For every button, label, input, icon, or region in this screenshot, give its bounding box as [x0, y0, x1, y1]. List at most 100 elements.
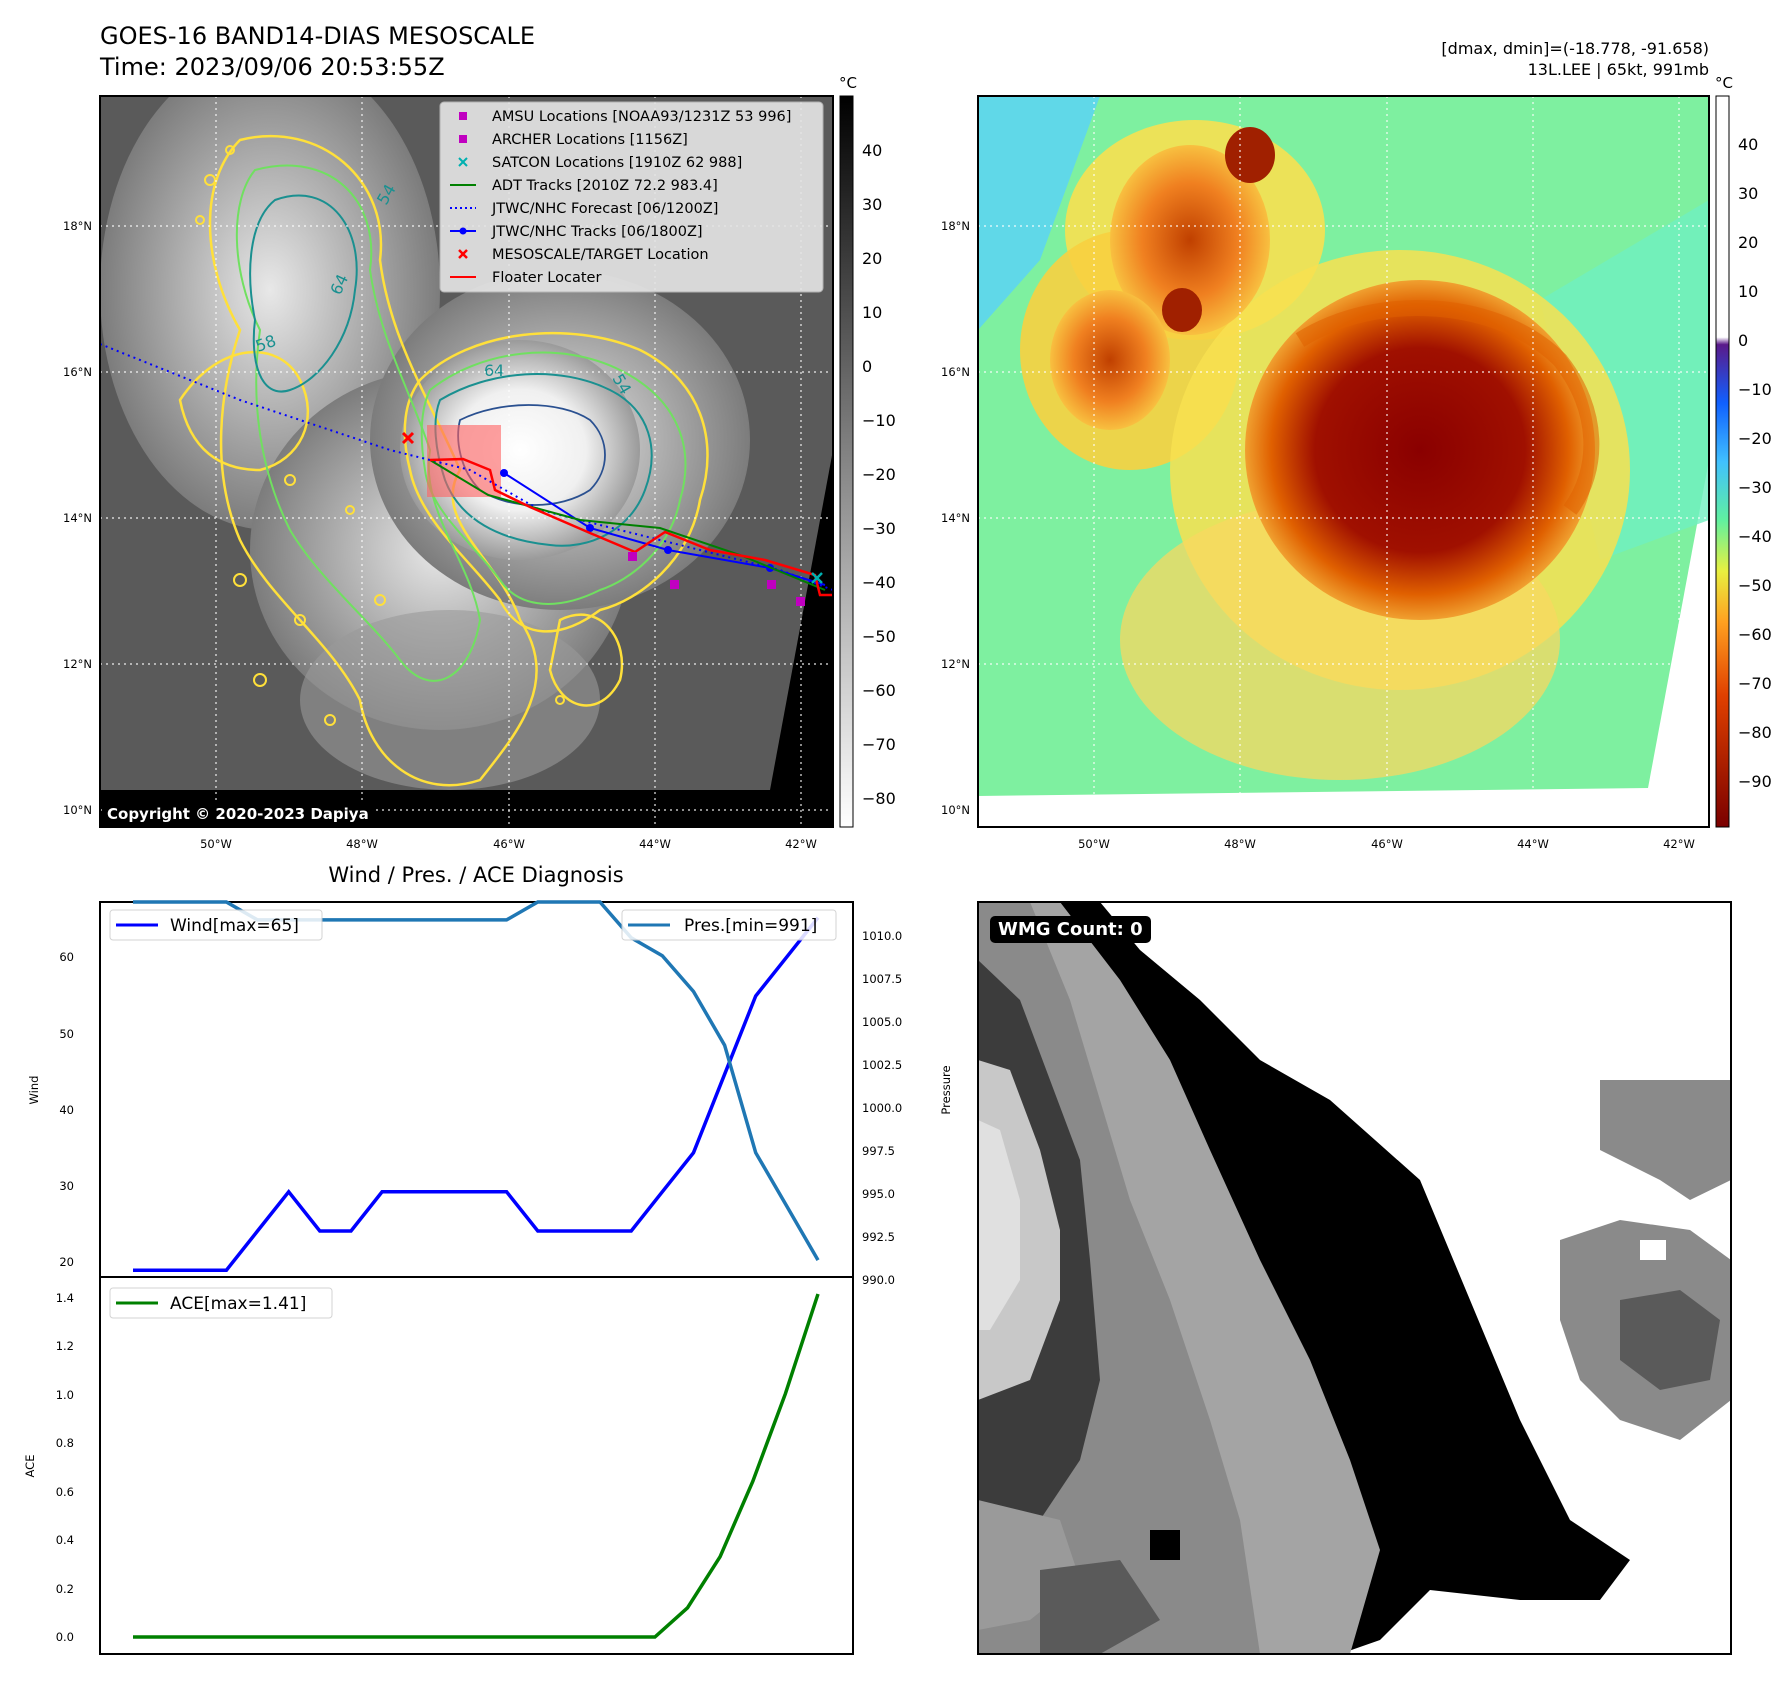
lon-tick: 42°W	[785, 837, 817, 851]
colorbar-tick: 30	[1738, 184, 1758, 203]
copyright-label: Copyright © 2020-2023 Dapiya	[102, 803, 374, 825]
ace-tick: 0.4	[56, 1533, 74, 1547]
colorbar-tick: −80	[862, 789, 896, 808]
legend-item: Floater Locater	[492, 270, 601, 286]
ace-tick: 1.2	[56, 1339, 74, 1353]
pressure-tick: 1000.0	[862, 1101, 902, 1115]
legend-item: ARCHER Locations [1156Z]	[492, 132, 688, 148]
wind-line	[133, 916, 820, 1272]
map2-axes: 18°N 16°N 14°N 12°N 10°N 50°W 48°W 46°W …	[941, 219, 1695, 851]
colorbar-tick: −40	[1738, 527, 1772, 546]
lon-tick: 48°W	[346, 837, 378, 851]
wmg-count-badge: WMG Count: 0	[990, 916, 1151, 943]
pressure-tick: 1007.5	[862, 972, 902, 986]
colorbar-tick: −10	[862, 411, 896, 430]
colorbar-unit: °C	[839, 74, 857, 92]
legend-item: MESOSCALE/TARGET Location	[492, 247, 709, 263]
ir-color-map	[977, 95, 1710, 828]
wind-tick: 30	[59, 1179, 74, 1193]
lon-tick: 50°W	[200, 837, 232, 851]
wind-ylabel: Wind	[27, 1076, 41, 1105]
wind-tick: 40	[59, 1103, 74, 1117]
grayscale-colorbar: °C 40 30 20 10 0 −10 −20 −30 −40 −50 −60…	[839, 74, 896, 828]
contour-label: 64	[484, 361, 504, 380]
colorbar-tick: −90	[1738, 772, 1772, 791]
wind-tick: 50	[59, 1027, 74, 1041]
ace-legend: ACE[max=1.41]	[170, 1294, 306, 1314]
storm-info-text: 13L.LEE | 65kt, 991mb	[1528, 60, 1709, 79]
colorbar-tick: −30	[862, 519, 896, 538]
diagnosis-title: Wind / Pres. / ACE Diagnosis	[328, 863, 623, 887]
dmax-dmin-text: [dmax, dmin]=(-18.778, -91.658)	[1441, 39, 1709, 58]
legend-item: SATCON Locations [1910Z 62 988]	[492, 155, 742, 171]
lat-tick: 16°N	[941, 365, 970, 379]
lon-tick: 46°W	[493, 837, 525, 851]
color-colorbar: °C 40 30 20 10 0 −10 −20 −30 −40 −50 −60…	[1715, 74, 1772, 828]
colorbar-tick: 10	[862, 303, 882, 322]
pressure-tick: 1002.5	[862, 1058, 902, 1072]
pressure-tick: 997.5	[862, 1144, 895, 1158]
ace-panel: ACE 1.4 1.2 1.0 0.8 0.6 0.4 0.2 0.0 ACE[…	[23, 1276, 854, 1655]
lat-tick: 16°N	[63, 365, 92, 379]
colorbar-tick: 20	[1738, 233, 1758, 252]
ace-ylabel: ACE	[23, 1455, 37, 1478]
ace-tick: 0.2	[56, 1582, 74, 1596]
pressure-tick: 1010.0	[862, 929, 902, 943]
ace-tick: 0.8	[56, 1436, 74, 1450]
lat-tick: 18°N	[941, 219, 970, 233]
colorbar-unit: °C	[1715, 74, 1733, 92]
legend-item: JTWC/NHC Forecast [06/1200Z]	[491, 201, 718, 217]
ace-tick: 0.6	[56, 1485, 74, 1499]
lat-tick: 12°N	[63, 657, 92, 671]
wind-legend: Wind[max=65]	[170, 916, 299, 936]
colorbar-tick: 40	[862, 141, 882, 160]
colorbar-tick: −50	[1738, 576, 1772, 595]
colorbar-tick: 0	[1738, 331, 1748, 350]
pressure-tick: 995.0	[862, 1187, 895, 1201]
pressure-tick: 1005.0	[862, 1015, 902, 1029]
lat-tick: 14°N	[941, 511, 970, 525]
ace-tick: 1.4	[56, 1291, 74, 1305]
pressure-tick: 990.0	[862, 1273, 895, 1287]
pressure-tick: 992.5	[862, 1230, 895, 1244]
colorbar-tick: −40	[862, 573, 896, 592]
legend-item: ADT Tracks [2010Z 72.2 983.4]	[492, 178, 718, 194]
lon-tick: 42°W	[1663, 837, 1695, 851]
pressure-legend: Pres.[min=991]	[684, 916, 817, 936]
colorbar-tick: −20	[1738, 429, 1772, 448]
colorbar-tick: 20	[862, 249, 882, 268]
colorbar-tick: −60	[862, 681, 896, 700]
lon-tick: 44°W	[639, 837, 671, 851]
wind-tick: 60	[59, 950, 74, 964]
colorbar-tick: 30	[862, 195, 882, 214]
colorbar-tick: 10	[1738, 282, 1758, 301]
lon-tick: 50°W	[1078, 837, 1110, 851]
legend-item: AMSU Locations [NOAA93/1231Z 53 996]	[492, 109, 791, 125]
colorbar-tick: −70	[862, 735, 896, 754]
pressure-ylabel: Pressure	[939, 1065, 953, 1114]
lon-tick: 48°W	[1224, 837, 1256, 851]
colorbar-tick: 0	[862, 357, 872, 376]
colorbar-tick: 40	[1738, 135, 1758, 154]
colorbar-tick: −50	[862, 627, 896, 646]
colorbar-tick: −60	[1738, 625, 1772, 644]
colorbar-tick: −70	[1738, 674, 1772, 693]
colorbar-tick: −10	[1738, 380, 1772, 399]
ace-tick: 0.0	[56, 1630, 74, 1644]
map1-axes: 18°N 16°N 14°N 12°N 10°N 50°W 48°W 46°W …	[63, 219, 817, 851]
figure-title: GOES-16 BAND14-DIAS MESOSCALE	[100, 22, 535, 50]
map-legend: AMSU Locations [NOAA93/1231Z 53 996] ARC…	[439, 101, 824, 293]
lat-tick: 10°N	[63, 803, 92, 817]
lat-tick: 10°N	[941, 803, 970, 817]
colorbar-tick: −20	[862, 465, 896, 484]
lat-tick: 14°N	[63, 511, 92, 525]
colorbar-tick: −80	[1738, 723, 1772, 742]
ace-tick: 1.0	[56, 1388, 74, 1402]
figure-time: Time: 2023/09/06 20:53:55Z	[99, 53, 445, 81]
wind-tick: 20	[59, 1255, 74, 1269]
lat-tick: 12°N	[941, 657, 970, 671]
colorbar-tick: −30	[1738, 478, 1772, 497]
legend-item: JTWC/NHC Tracks [06/1800Z]	[491, 224, 703, 240]
wind-pressure-panel: Wind Pressure 60 50 40 30 20 1010.0 1007…	[27, 900, 953, 1287]
wmg-panel	[977, 901, 1732, 1655]
